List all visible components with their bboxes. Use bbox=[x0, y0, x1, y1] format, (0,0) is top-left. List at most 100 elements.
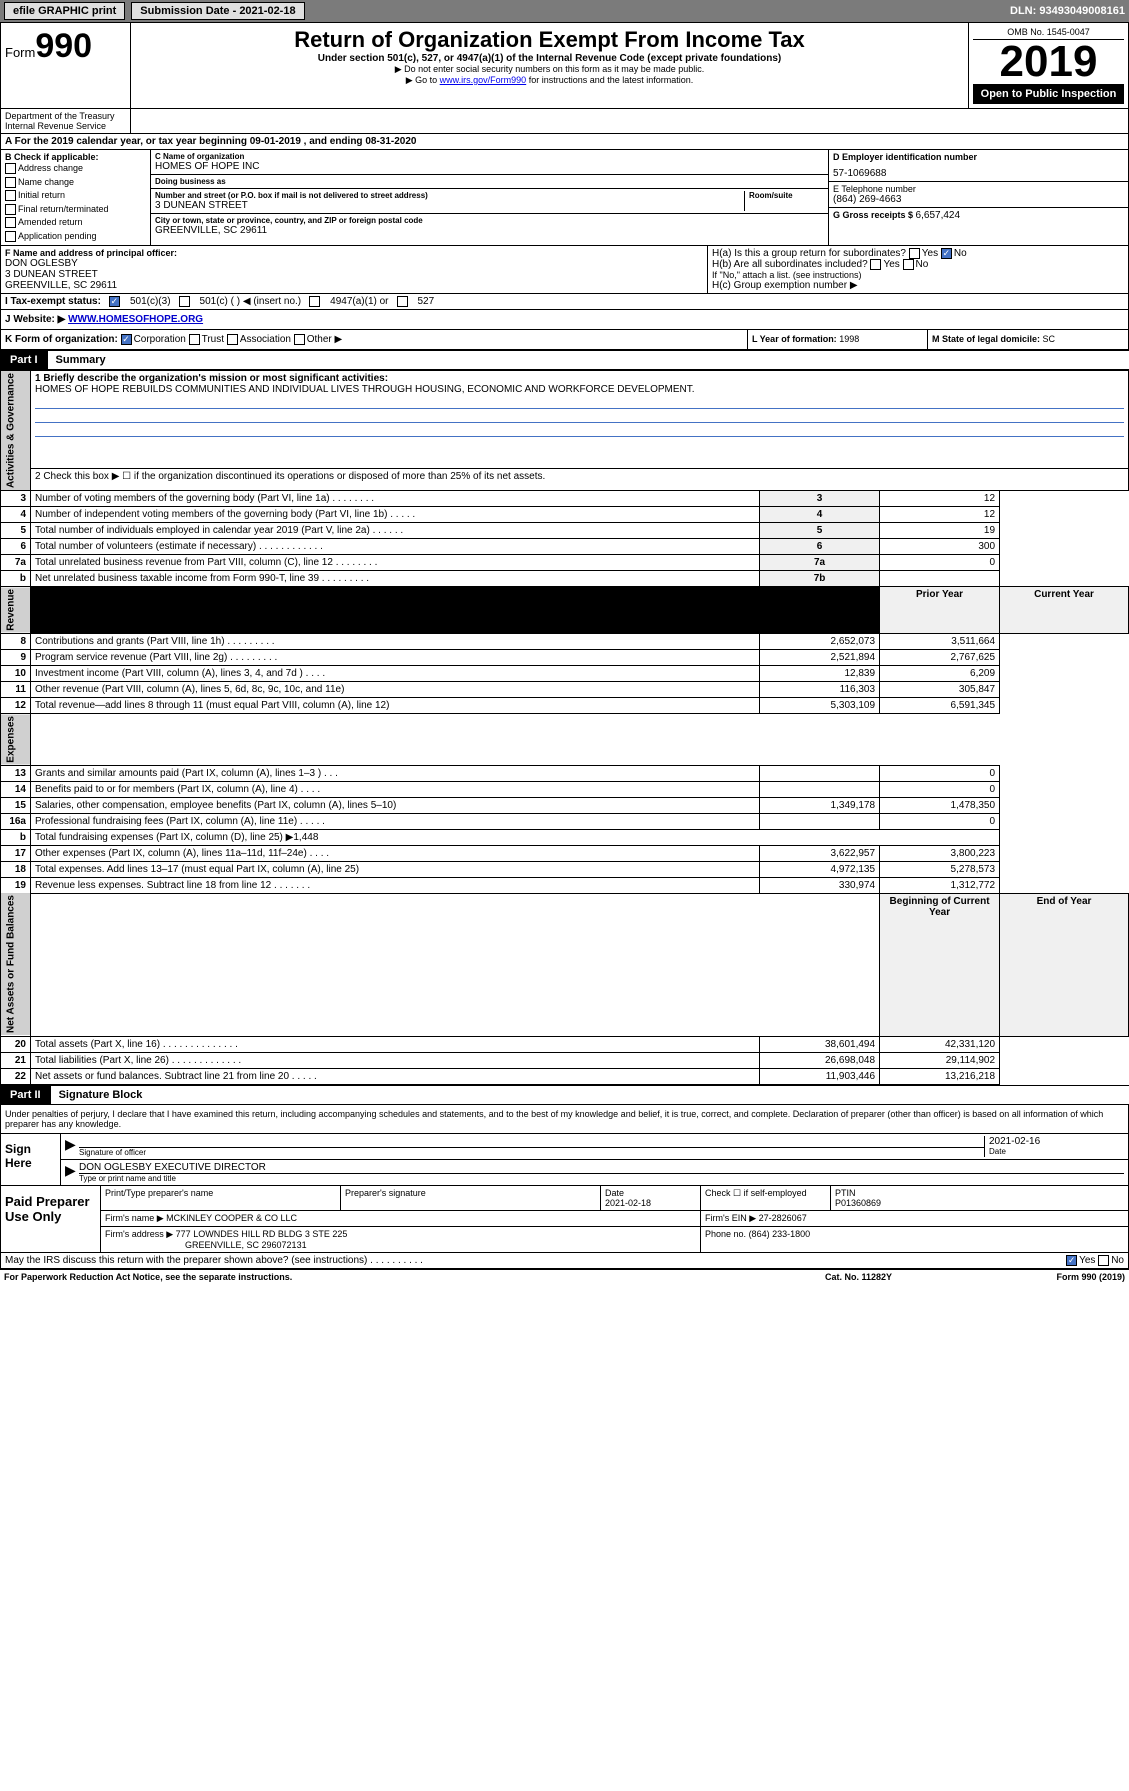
chk-name-change[interactable]: Name change bbox=[5, 176, 146, 190]
line-num: 5 bbox=[1, 523, 31, 539]
title-box: Return of Organization Exempt From Incom… bbox=[131, 23, 968, 108]
form-header: Form990 Return of Organization Exempt Fr… bbox=[0, 22, 1129, 109]
line-desc: Net assets or fund balances. Subtract li… bbox=[31, 1068, 760, 1084]
chk-assoc[interactable] bbox=[227, 334, 238, 345]
phone-value: (864) 269-4663 bbox=[833, 194, 1124, 205]
ptin-val: P01360869 bbox=[835, 1198, 1124, 1208]
line-val: 0 bbox=[880, 555, 1000, 571]
part2-title: Signature Block bbox=[51, 1085, 1129, 1105]
line-desc: Benefits paid to or for members (Part IX… bbox=[31, 781, 760, 797]
line-num: 4 bbox=[1, 507, 31, 523]
org-name-label: C Name of organization bbox=[155, 152, 824, 161]
box-l: L Year of formation: 1998 bbox=[748, 330, 928, 349]
box-b-label: B Check if applicable: bbox=[5, 152, 146, 162]
prep-sig-label: Preparer's signature bbox=[345, 1188, 596, 1198]
line-num: 8 bbox=[1, 634, 31, 650]
chk-final-return[interactable]: Final return/terminated bbox=[5, 203, 146, 217]
current-val: 0 bbox=[880, 781, 1000, 797]
end-val: 13,216,218 bbox=[880, 1068, 1000, 1084]
footer-right: Form 990 (2019) bbox=[985, 1272, 1125, 1282]
chk-address-change[interactable]: Address change bbox=[5, 162, 146, 176]
prior-val: 2,652,073 bbox=[760, 634, 880, 650]
chk-501c3[interactable] bbox=[109, 296, 120, 307]
line-num: 9 bbox=[1, 650, 31, 666]
website-link[interactable]: WWW.HOMESOFHOPE.ORG bbox=[68, 314, 203, 325]
line-ref: 3 bbox=[760, 491, 880, 507]
signature-block: Under penalties of perjury, I declare th… bbox=[0, 1105, 1129, 1186]
chk-discuss-no[interactable] bbox=[1098, 1255, 1109, 1266]
city-value: GREENVILLE, SC 29611 bbox=[155, 225, 824, 236]
prior-val: 1,349,178 bbox=[760, 797, 880, 813]
line1-label: 1 Briefly describe the organization's mi… bbox=[35, 373, 1124, 384]
h-a: H(a) Is this a group return for subordin… bbox=[712, 248, 1124, 259]
irs-link[interactable]: www.irs.gov/Form990 bbox=[440, 75, 527, 85]
prep-date-val: 2021-02-18 bbox=[605, 1198, 696, 1208]
dba-label: Doing business as bbox=[155, 177, 824, 186]
beg-val: 11,903,446 bbox=[760, 1068, 880, 1084]
form-number-box: Form990 bbox=[1, 23, 131, 108]
sig-name-label: Type or print name and title bbox=[79, 1174, 1124, 1183]
officer-addr2: GREENVILLE, SC 29611 bbox=[5, 280, 703, 291]
right-col: D Employer identification number 57-1069… bbox=[828, 150, 1128, 245]
chk-trust[interactable] bbox=[189, 334, 200, 345]
hdr-end: End of Year bbox=[1000, 893, 1129, 1036]
current-val: 3,511,664 bbox=[880, 634, 1000, 650]
prior-val: 3,622,957 bbox=[760, 845, 880, 861]
firm-phone-label: Phone no. bbox=[705, 1229, 746, 1239]
chk-app-pending[interactable]: Application pending bbox=[5, 230, 146, 244]
part1-label: Part I bbox=[0, 351, 48, 369]
tax-year: 2019 bbox=[973, 40, 1124, 84]
current-val: 6,591,345 bbox=[880, 698, 1000, 714]
side-expenses: Expenses bbox=[1, 714, 31, 766]
form-org-row: K Form of organization: Corporation Trus… bbox=[0, 330, 1129, 350]
form-label: Form bbox=[5, 45, 35, 60]
part2-label: Part II bbox=[0, 1086, 51, 1104]
line-num: 16a bbox=[1, 813, 31, 829]
line-num: 20 bbox=[1, 1036, 31, 1052]
current-val: 1,312,772 bbox=[880, 877, 1000, 893]
form-title: Return of Organization Exempt From Incom… bbox=[135, 27, 964, 53]
prior-val bbox=[760, 813, 880, 829]
box-j-label: J Website: ▶ bbox=[5, 314, 68, 325]
box-b: B Check if applicable: Address change Na… bbox=[1, 150, 151, 245]
dept-treasury: Department of the Treasury Internal Reve… bbox=[1, 109, 131, 133]
chk-corp[interactable] bbox=[121, 334, 132, 345]
chk-527[interactable] bbox=[397, 296, 408, 307]
line-ref: 5 bbox=[760, 523, 880, 539]
submission-date-button[interactable]: Submission Date - 2021-02-18 bbox=[131, 2, 304, 20]
activity-line bbox=[35, 395, 1124, 409]
box-f: F Name and address of principal officer:… bbox=[1, 246, 708, 293]
current-val: 305,847 bbox=[880, 682, 1000, 698]
line-val: 12 bbox=[880, 507, 1000, 523]
hdr-current: Current Year bbox=[1000, 587, 1129, 634]
discuss-text: May the IRS discuss this return with the… bbox=[5, 1255, 1066, 1266]
officer-addr1: 3 DUNEAN STREET bbox=[5, 269, 703, 280]
part1-title: Summary bbox=[48, 350, 1129, 370]
chk-initial-return[interactable]: Initial return bbox=[5, 189, 146, 203]
phone-label: E Telephone number bbox=[833, 184, 1124, 194]
firm-name: MCKINLEY COOPER & CO LLC bbox=[166, 1213, 297, 1223]
city-label: City or town, state or province, country… bbox=[155, 216, 824, 225]
gross-value: 6,657,424 bbox=[916, 210, 961, 221]
note-ssn: ▶ Do not enter social security numbers o… bbox=[135, 64, 964, 75]
line-desc: Program service revenue (Part VIII, line… bbox=[31, 650, 760, 666]
chk-amended[interactable]: Amended return bbox=[5, 216, 146, 230]
chk-other[interactable] bbox=[294, 334, 305, 345]
period-row: A For the 2019 calendar year, or tax yea… bbox=[0, 134, 1129, 150]
prep-name-label: Print/Type preparer's name bbox=[105, 1188, 336, 1198]
efile-button[interactable]: efile GRAPHIC print bbox=[4, 2, 125, 20]
chk-4947[interactable] bbox=[309, 296, 320, 307]
prep-date-label: Date bbox=[605, 1188, 696, 1198]
h-c: H(c) Group exemption number ▶ bbox=[712, 280, 1124, 291]
prior-val bbox=[760, 765, 880, 781]
paid-preparer-block: Paid Preparer Use Only Print/Type prepar… bbox=[0, 1186, 1129, 1253]
line-num: 14 bbox=[1, 781, 31, 797]
chk-discuss-yes[interactable] bbox=[1066, 1255, 1077, 1266]
sig-date: 2021-02-16 bbox=[989, 1136, 1124, 1147]
open-public-badge: Open to Public Inspection bbox=[973, 84, 1124, 104]
officer-label: F Name and address of principal officer: bbox=[5, 248, 703, 258]
line-num: 22 bbox=[1, 1068, 31, 1084]
firm-addr2: GREENVILLE, SC 296072131 bbox=[105, 1240, 696, 1250]
h-b: H(b) Are all subordinates included? Yes … bbox=[712, 259, 1124, 270]
chk-501c[interactable] bbox=[179, 296, 190, 307]
